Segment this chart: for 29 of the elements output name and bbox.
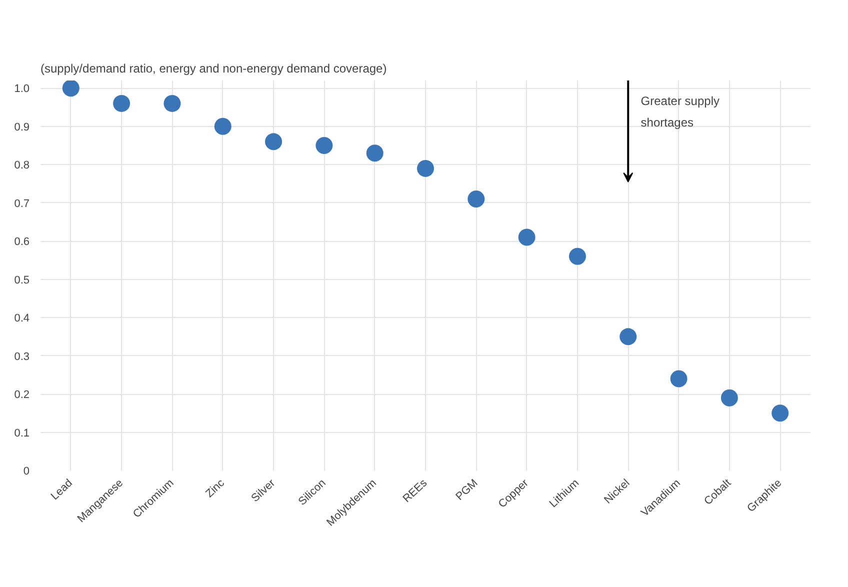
y-tick-label: 0.8 <box>14 160 30 172</box>
annotation: Greater supply shortages <box>640 94 720 130</box>
point <box>417 160 434 177</box>
point <box>113 94 130 112</box>
y-tick-label: 0.9 <box>14 121 30 134</box>
y-tick-label: 1.0 <box>14 83 30 96</box>
point <box>164 94 181 112</box>
point <box>214 118 232 135</box>
point <box>670 370 688 388</box>
y-tick-label: 0.6 <box>14 236 30 248</box>
y-tick-label: 0.2 <box>14 389 30 402</box>
point <box>62 80 80 97</box>
y-tick-label: 0 <box>23 466 30 478</box>
y-tick-label: 0.4 <box>14 312 30 325</box>
point <box>468 190 485 208</box>
y-tick-label: 0.5 <box>14 274 30 286</box>
x-tick-label: Zinc <box>204 476 228 500</box>
point <box>366 144 384 162</box>
y-tick-label: 0.1 <box>14 427 30 440</box>
point <box>720 389 738 406</box>
y-tick-label: 0.3 <box>14 350 30 363</box>
point <box>518 228 536 246</box>
point <box>620 328 637 346</box>
chart-title: (supply/demand ratio, energy and non-energy demand coverage) <box>40 62 387 76</box>
point <box>265 133 282 150</box>
point <box>772 404 789 422</box>
point <box>316 137 333 154</box>
y-tick-label: 0.7 <box>14 198 30 210</box>
point <box>568 248 586 265</box>
